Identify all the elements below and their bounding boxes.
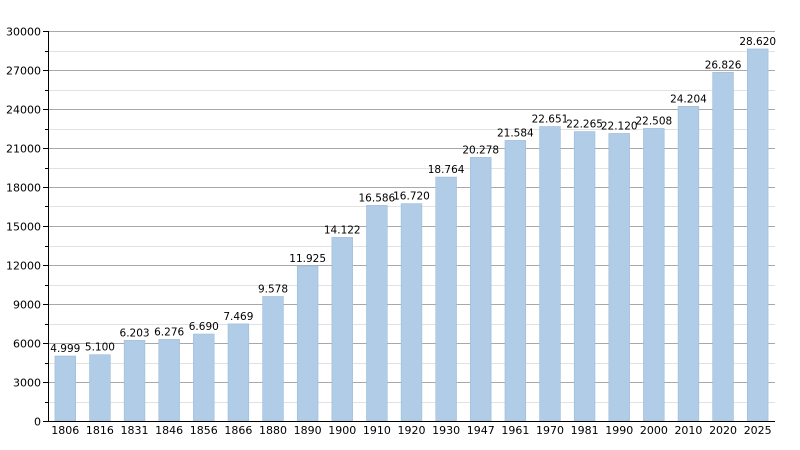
data-label-1920: 16.720 [393,191,430,203]
x-tick-label: 1970 [536,424,564,437]
data-label-1846: 6.276 [154,326,184,338]
bar-1806 [54,355,76,422]
bar-1816 [89,354,111,422]
y-tick-label: 21000 [6,143,41,156]
x-tick-label: 1990 [605,424,633,437]
x-tick-label: 1831 [121,424,149,437]
bar-1970 [539,126,561,422]
bar-1846 [158,339,180,422]
data-label-1816: 5.100 [85,342,115,354]
x-tick-label: 1806 [51,424,79,437]
data-label-2020: 26.826 [705,59,742,71]
data-label-1981: 22.265 [566,119,603,131]
data-label-1890: 11.925 [289,253,326,265]
bar-1856 [193,333,215,422]
data-labels: 4.999 5.100 6.203 6.276 6.690 7.469 9.578 11.92… [50,36,776,355]
bar-2020 [712,71,734,422]
x-tick-label: 1856 [190,424,218,437]
bar-1866 [227,323,250,422]
x-tick-label: 1910 [363,424,391,437]
x-tick-label: 1866 [224,424,252,437]
x-tick-label: 1961 [501,424,529,437]
bar-1981 [573,131,596,422]
y-tick-label: 3000 [13,377,41,390]
x-tick-label: 1981 [571,424,599,437]
data-label-1866: 7.469 [223,311,253,323]
bar-1947 [470,157,492,422]
bar-2010 [677,106,700,422]
x-tick-label: 1846 [155,424,183,437]
data-label-1900: 14.122 [324,224,361,236]
y-tick-label: 18000 [6,182,41,195]
bar-1990 [608,133,630,422]
y-tick-label: 27000 [6,65,41,78]
data-label-1947: 20.278 [462,144,499,156]
data-label-2010: 24.204 [670,93,707,105]
data-label-2025: 28.620 [739,36,776,48]
data-label-1910: 16.586 [359,192,396,204]
bar-1930 [435,176,457,422]
x-tick-label: 1900 [328,424,356,437]
y-tick-label: 0 [34,416,41,429]
bar-1910 [366,205,388,422]
x-tick-label: 1890 [294,424,322,437]
bar-1900 [331,237,353,422]
x-tick-label: 1880 [259,424,287,437]
y-tick-label: 30000 [6,26,41,39]
x-tick-label: 2010 [674,424,702,437]
x-tick-label: 1947 [467,424,495,437]
y-tick-label: 15000 [6,221,41,234]
x-tick-label: 1920 [398,424,426,437]
x-tick-label: 1816 [86,424,114,437]
data-label-2000: 22.508 [635,115,672,127]
axes: 0 3000 6000 9000 12000 15000 18000 21000 24000 27… [6,26,775,437]
x-tick-label: 1930 [432,424,460,437]
x-tick-label: 2000 [640,424,668,437]
y-tick-label: 6000 [13,338,41,351]
data-label-1856: 6.690 [189,321,219,333]
bar-2025 [747,48,769,422]
bar-1890 [296,265,319,422]
bar-1961 [504,140,527,422]
x-tick-label: 2025 [744,424,772,437]
bar-1920 [400,203,423,422]
y-tick-label: 24000 [6,104,41,117]
data-label-1880: 9.578 [258,283,288,295]
data-label-1806: 4.999 [50,343,80,355]
bars [54,48,769,422]
bar-2000 [643,128,665,422]
data-label-1930: 18.764 [428,164,465,176]
data-label-1961: 21.584 [497,127,534,139]
x-tick-label: 2020 [709,424,737,437]
bar-1831 [123,340,146,422]
data-label-1990: 22.120 [601,120,638,132]
y-tick-label: 9000 [13,299,41,312]
y-tick-label: 12000 [6,260,41,273]
data-label-1831: 6.203 [120,327,150,339]
data-label-1970: 22.651 [532,114,569,126]
bar-1880 [262,296,284,422]
